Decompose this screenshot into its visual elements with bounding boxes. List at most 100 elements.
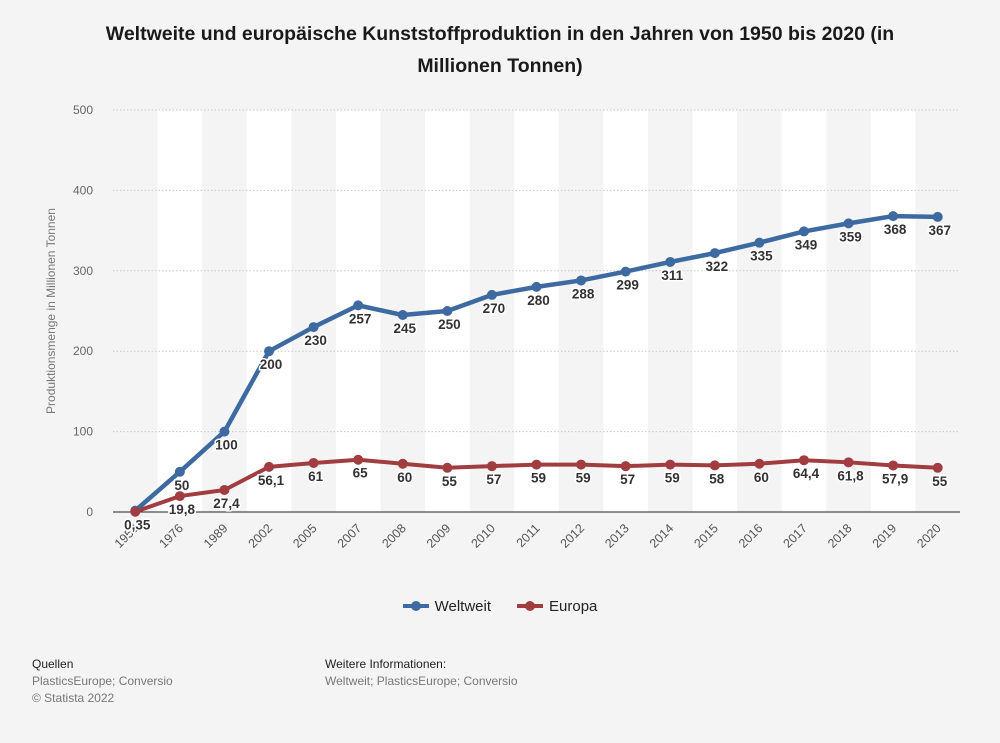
column-band — [603, 110, 648, 512]
y-tick-label: 200 — [73, 344, 93, 358]
data-point-europa — [932, 462, 943, 473]
data-point-europa — [219, 484, 230, 495]
data-label-weltweit: 50 — [174, 478, 189, 493]
x-tick-label: 2014 — [647, 521, 677, 551]
data-point-weltweit — [442, 306, 453, 316]
x-tick-label: 2005 — [290, 521, 320, 551]
data-label-europa: 57 — [486, 472, 501, 487]
data-point-europa — [397, 458, 408, 469]
data-label-europa: 60 — [397, 470, 412, 485]
data-point-weltweit — [843, 218, 854, 229]
data-point-weltweit — [888, 211, 899, 222]
data-point-weltweit — [754, 237, 765, 248]
legend-label-europa: Europa — [549, 597, 598, 615]
data-label-weltweit: 349 — [795, 237, 818, 252]
data-label-europa: 56,1 — [258, 473, 285, 488]
data-point-europa — [888, 460, 899, 471]
data-point-europa — [174, 491, 185, 502]
x-tick-label: 1976 — [156, 521, 186, 551]
data-label-europa: 64,4 — [793, 466, 820, 481]
column-band — [514, 110, 559, 512]
data-label-weltweit: 100 — [215, 438, 238, 453]
data-label-europa: 57,9 — [882, 471, 908, 486]
x-tick-label: 2015 — [691, 521, 721, 551]
data-label-europa: 58 — [709, 471, 725, 486]
data-label-europa: 55 — [442, 474, 458, 489]
data-label-weltweit: 250 — [438, 317, 461, 332]
data-label-europa: 61 — [308, 469, 324, 484]
data-label-europa: 60 — [754, 470, 769, 485]
x-tick-label: 2018 — [825, 521, 855, 551]
x-tick-label: 2013 — [602, 521, 632, 551]
column-band — [692, 110, 738, 512]
data-point-europa — [620, 461, 631, 472]
data-point-europa — [665, 459, 676, 470]
data-point-europa — [486, 461, 497, 472]
data-label-weltweit: 311 — [661, 268, 683, 283]
data-point-weltweit — [576, 275, 587, 286]
data-point-europa — [308, 457, 319, 468]
x-tick-label: 2009 — [424, 521, 454, 551]
data-point-weltweit — [397, 310, 408, 321]
data-point-europa — [798, 455, 809, 466]
data-label-weltweit: 270 — [483, 301, 506, 316]
x-tick-label: 2019 — [870, 521, 900, 551]
legend-swatch-europa — [517, 597, 544, 615]
column-band — [246, 110, 292, 512]
info-link[interactable]: Weltweit; PlasticsEurope; Conversio — [325, 674, 518, 688]
data-point-weltweit — [798, 226, 809, 237]
footer-info: Weitere Informationen: Weltweit; Plastic… — [325, 656, 518, 690]
data-label-weltweit: 368 — [884, 222, 907, 237]
data-point-europa — [576, 459, 587, 470]
data-label-europa: 59 — [665, 471, 680, 486]
x-tick-label: 2012 — [558, 521, 588, 551]
data-label-weltweit: 230 — [304, 333, 327, 348]
data-point-weltweit — [353, 300, 364, 311]
data-label-weltweit: 299 — [616, 278, 639, 293]
data-point-europa — [130, 506, 141, 517]
x-tick-label: 2002 — [246, 521, 276, 551]
column-band — [870, 110, 916, 512]
data-label-weltweit: 245 — [393, 321, 416, 336]
data-point-weltweit — [308, 322, 319, 333]
data-point-weltweit — [264, 346, 275, 357]
data-label-europa: 57 — [620, 472, 635, 487]
y-axis-label: Produktionsmenge in Millionen Tonnen — [44, 208, 58, 414]
y-tick-label: 300 — [73, 264, 93, 278]
data-point-europa — [754, 458, 765, 469]
data-point-weltweit — [620, 266, 631, 277]
data-point-weltweit — [531, 281, 542, 292]
data-label-europa: 0,35 — [124, 518, 151, 533]
data-point-europa — [531, 459, 542, 470]
y-tick-label: 0 — [86, 505, 93, 519]
x-tick-label: 2017 — [781, 521, 811, 551]
x-tick-label: 2016 — [736, 521, 766, 551]
x-tick-label: 2011 — [514, 521, 543, 550]
data-label-weltweit: 257 — [349, 311, 372, 326]
data-label-europa: 59 — [531, 471, 546, 486]
sources-text: PlasticsEurope; Conversio — [32, 674, 173, 688]
data-point-weltweit — [665, 256, 676, 267]
sources-heading: Quellen — [32, 657, 74, 671]
data-label-weltweit: 367 — [928, 223, 951, 238]
data-point-europa — [709, 460, 720, 471]
chart-title: Weltweite und europäische Kunststoffprod… — [105, 23, 895, 77]
x-tick-label: 2010 — [468, 521, 498, 551]
legend-label-weltweit: Weltweit — [434, 597, 492, 615]
legend-swatch-weltweit — [402, 597, 429, 615]
x-tick-label: 2008 — [379, 521, 409, 551]
data-point-weltweit — [932, 211, 943, 222]
data-label-weltweit: 200 — [260, 357, 283, 372]
data-point-weltweit — [709, 248, 720, 259]
data-point-europa — [353, 454, 364, 465]
legend-item-weltweit[interactable]: Weltweit — [402, 597, 492, 615]
data-point-europa — [843, 457, 854, 468]
legend-item-europa[interactable]: Europa — [517, 597, 597, 615]
data-label-europa: 61,8 — [837, 468, 864, 483]
data-label-europa: 55 — [932, 474, 948, 489]
x-tick-label: 1989 — [201, 521, 231, 551]
y-tick-label: 500 — [73, 103, 93, 117]
line-chart: 0 100 200 300 400 500 Produktionsmenge in Mill… — [44, 103, 960, 551]
data-label-europa: 59 — [576, 471, 591, 486]
data-label-weltweit: 280 — [527, 293, 550, 308]
